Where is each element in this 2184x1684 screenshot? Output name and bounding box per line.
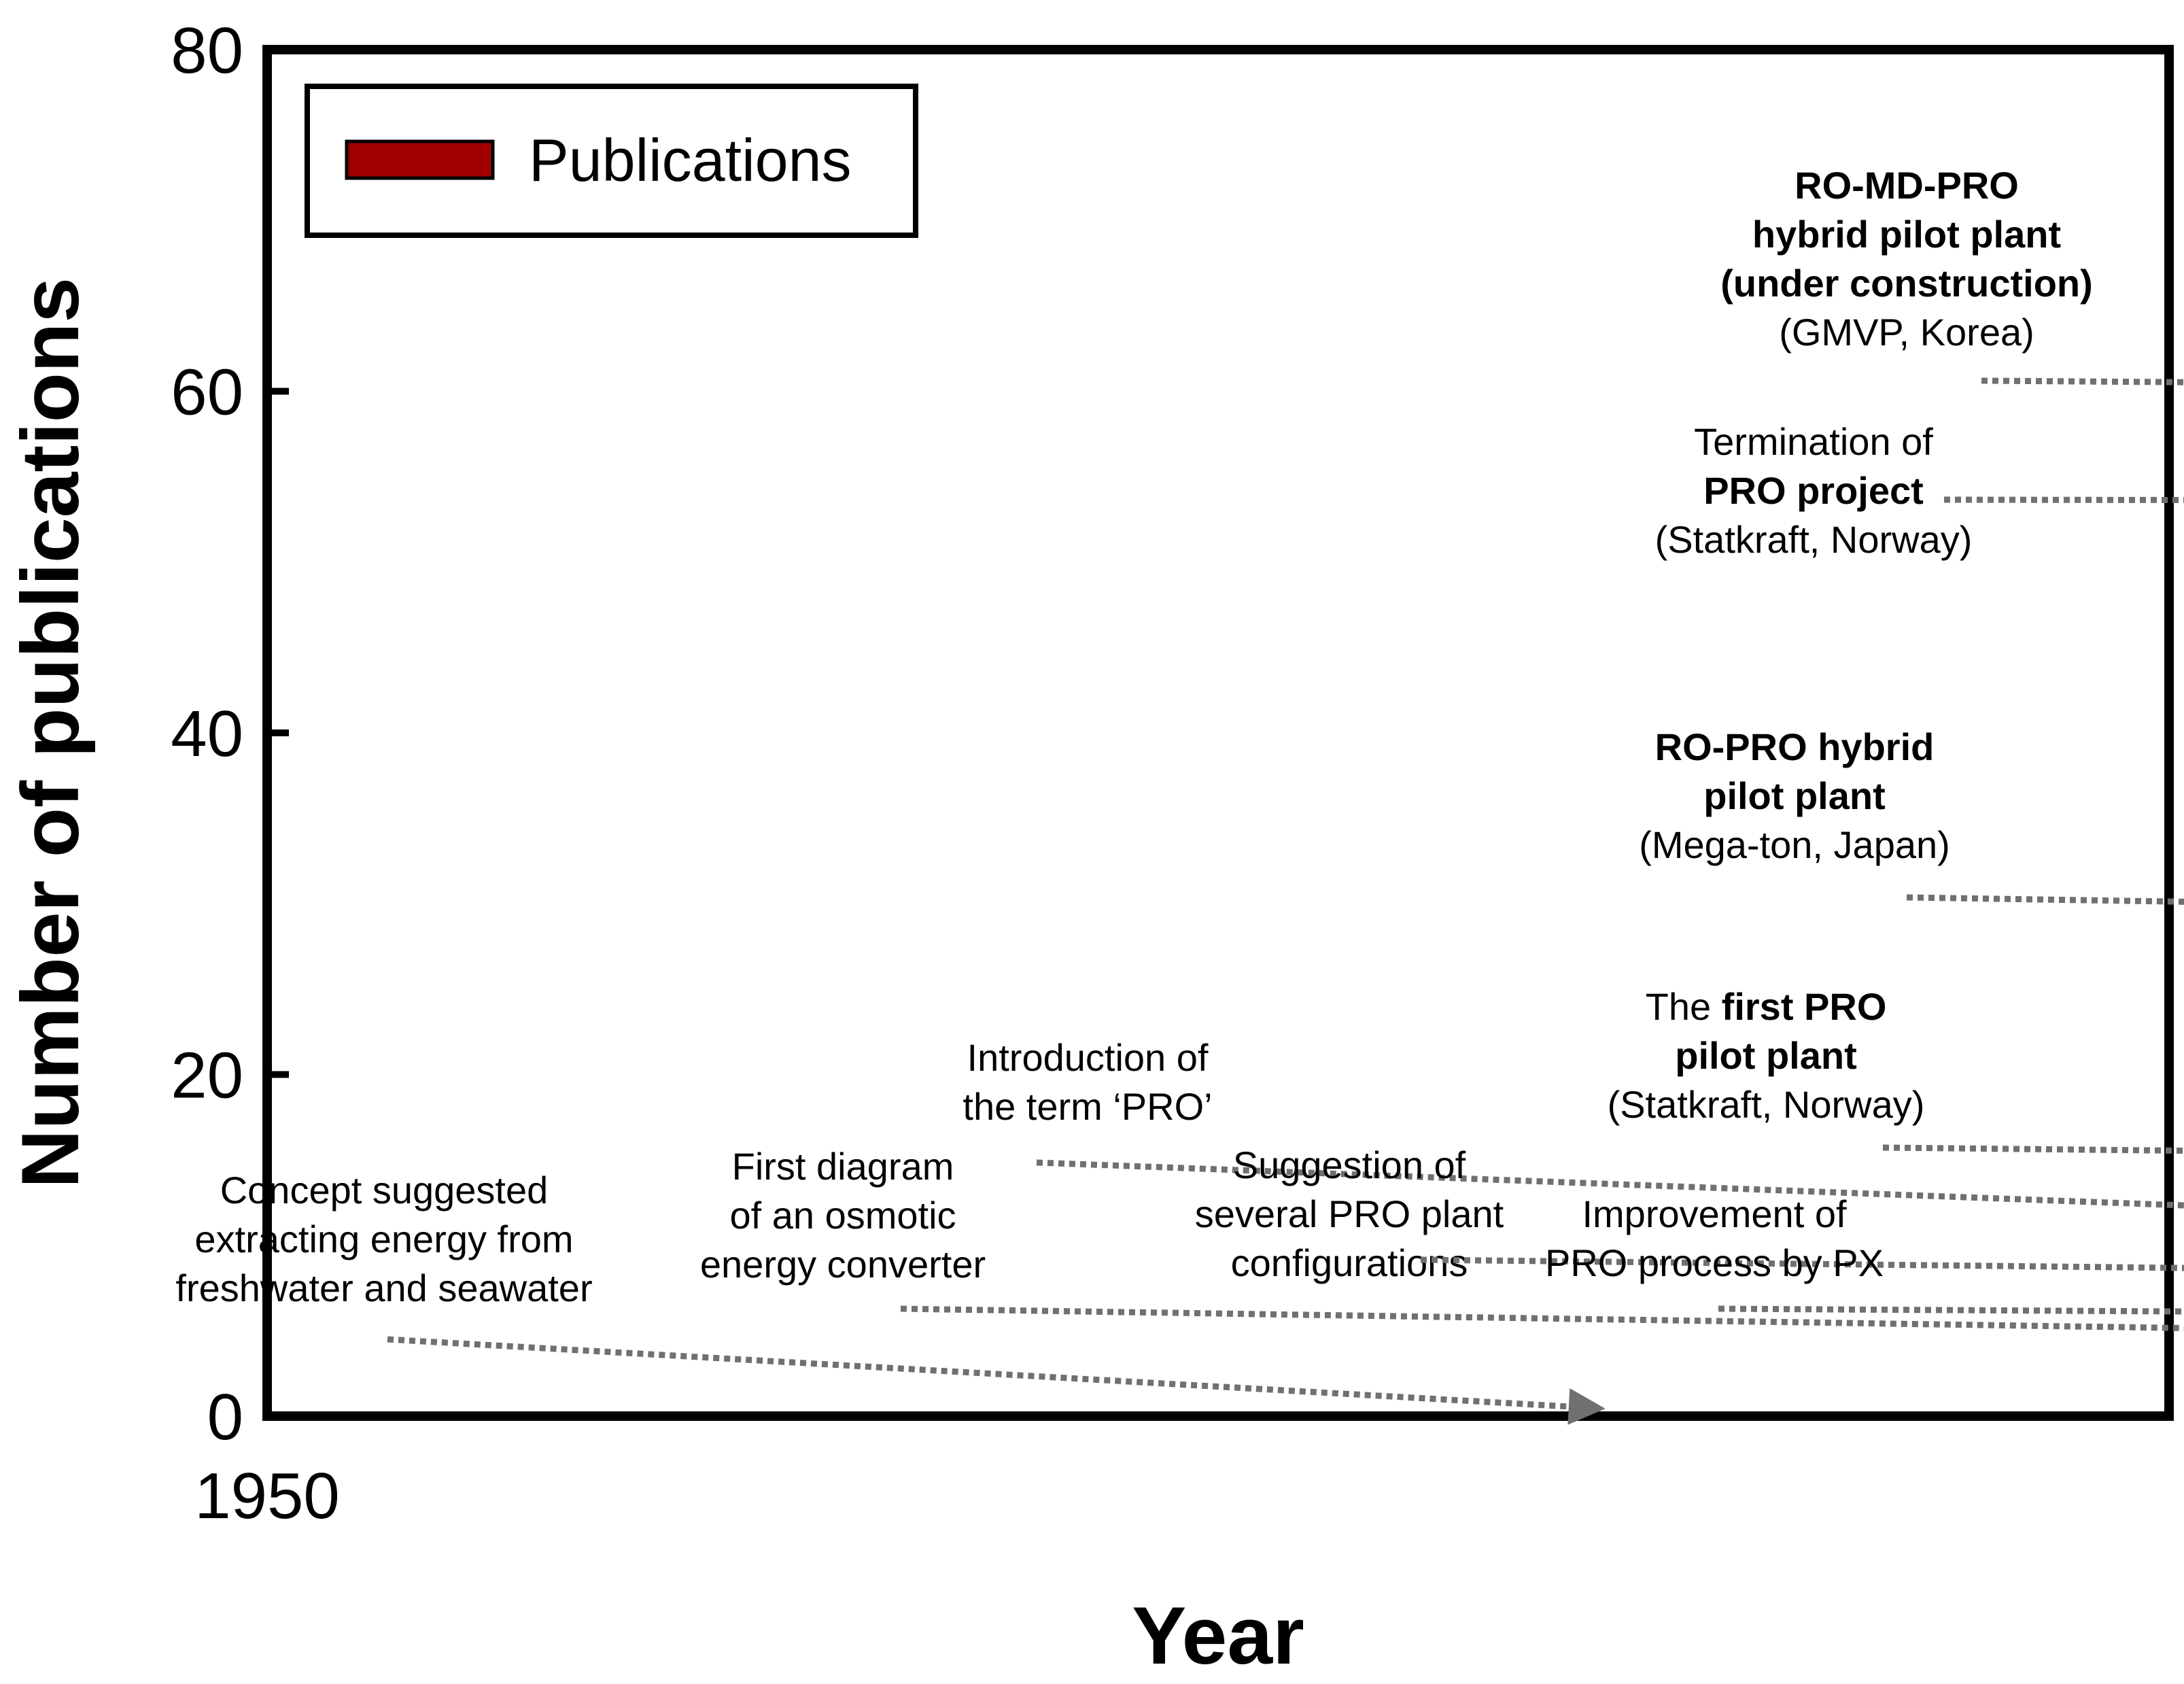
annotation-text-4: Improvement of PRO process by PX xyxy=(1545,1192,1884,1284)
legend-label: Publications xyxy=(529,126,852,194)
annotation-text-span: RO-MD-PRO xyxy=(1795,164,2019,207)
annotation-arrow-4 xyxy=(1718,1305,2184,1315)
annotation-text-span: Concept suggested xyxy=(220,1169,549,1212)
annotation-text-span: (Statkraft, Norway) xyxy=(1655,518,1973,561)
annotation-arrow-0 xyxy=(387,1336,1606,1425)
annotation-8: RO-MD-PRO hybrid pilot plant (under constr… xyxy=(1720,164,2184,385)
annotation-arrow-5 xyxy=(1882,1144,2184,1154)
y-tick-label-60: 60 xyxy=(171,356,243,429)
annotation-text-span: the term ‘PRO’ xyxy=(963,1085,1212,1128)
annotation-6: RO-PRO hybrid pilot plant (Mega-ton, Japan… xyxy=(1639,725,2184,905)
y-axis-title: Number of publications xyxy=(5,277,96,1188)
annotation-text-span: several PRO plant xyxy=(1195,1192,1504,1235)
annotation-text-span: First diagram xyxy=(732,1145,954,1188)
annotation-text-3: Suggestion of several PRO plant configurat… xyxy=(1195,1144,1504,1284)
annotation-text-span: of an osmotic xyxy=(729,1194,956,1237)
annotation-text-6: RO-PRO hybrid pilot plant (Mega-ton, Japan… xyxy=(1639,725,1950,866)
annotation-arrow-8 xyxy=(1981,377,2184,385)
annotation-text-1: First diagram of an osmotic energy convert… xyxy=(700,1145,986,1286)
ticks-group: 1950196019701980199020002010020406080 xyxy=(171,14,340,1532)
x-axis-title: Year xyxy=(1132,1590,1304,1681)
annotation-text-span: PRO project xyxy=(1703,469,1924,512)
annotation-text-span: pilot plant xyxy=(1675,1034,1857,1077)
annotation-text-span: The xyxy=(1646,985,1722,1028)
annotation-text-span: RO-PRO hybrid xyxy=(1655,725,1935,768)
annotation-text-span: energy converter xyxy=(700,1243,986,1286)
annotation-text-span: freshwater and seawater xyxy=(175,1267,592,1309)
annotation-text-8: RO-MD-PRO hybrid pilot plant (under constr… xyxy=(1720,164,2093,354)
annotation-3: Suggestion of several PRO plant configurat… xyxy=(1195,1144,2184,1284)
annotation-text-0: Concept suggested extracting energy from f… xyxy=(175,1169,592,1309)
annotation-arrow-7 xyxy=(1943,496,2184,503)
annotation-text-span: configurations xyxy=(1231,1241,1468,1284)
annotation-text-span: Termination of xyxy=(1694,420,1933,463)
annotation-text-span: (GMVP, Korea) xyxy=(1779,311,2034,354)
annotation-5: The first PRO pilot plant (Statkraft, Norw… xyxy=(1608,985,2184,1154)
legend: Publications xyxy=(305,84,918,238)
annotation-text-span: (Mega-ton, Japan) xyxy=(1639,823,1950,866)
y-tick-label-40: 40 xyxy=(171,698,243,770)
annotation-text-span: extracting energy from xyxy=(194,1218,573,1260)
annotation-4: Improvement of PRO process by PX xyxy=(1545,1192,2184,1315)
annotations-group: Concept suggested extracting energy from f… xyxy=(175,164,2184,1425)
annotation-text-span: PRO process by PX xyxy=(1545,1241,1884,1284)
annotation-text-span: (Statkraft, Norway) xyxy=(1608,1083,1925,1126)
annotation-text-2: Introduction of the term ‘PRO’ xyxy=(963,1036,1212,1128)
y-tick-label-80: 80 xyxy=(171,14,243,87)
annotation-text-7: Termination of PRO project (Statkraft, Nor… xyxy=(1655,420,1973,561)
annotation-0: Concept suggested extracting energy from f… xyxy=(175,1169,1606,1425)
legend-swatch xyxy=(345,139,495,180)
annotation-text-span: first PRO xyxy=(1722,985,1887,1028)
annotation-arrow-6 xyxy=(1906,894,2184,905)
annotation-text-span: Suggestion of xyxy=(1233,1144,1466,1186)
annotation-text-span: pilot plant xyxy=(1703,774,1886,817)
annotation-text-span: Introduction of xyxy=(967,1036,1209,1079)
x-tick-label-1950: 1950 xyxy=(194,1460,340,1532)
annotation-text-span: Improvement of xyxy=(1582,1192,1846,1235)
annotation-text-5: The first PRO pilot plant (Statkraft, Norw… xyxy=(1608,985,1925,1126)
annotation-text-span: hybrid pilot plant xyxy=(1752,213,2061,256)
annotation-2: Introduction of the term ‘PRO’ xyxy=(963,1036,2184,1209)
annotation-text-span: (under construction) xyxy=(1720,262,2093,305)
y-tick-label-20: 20 xyxy=(171,1039,243,1112)
annotation-7: Termination of PRO project (Statkraft, Nor… xyxy=(1655,420,2184,561)
y-tick-label-0: 0 xyxy=(207,1381,243,1454)
annotation-arrow-1 xyxy=(900,1305,2184,1331)
annotation-1: First diagram of an osmotic energy convert… xyxy=(700,1145,2184,1331)
